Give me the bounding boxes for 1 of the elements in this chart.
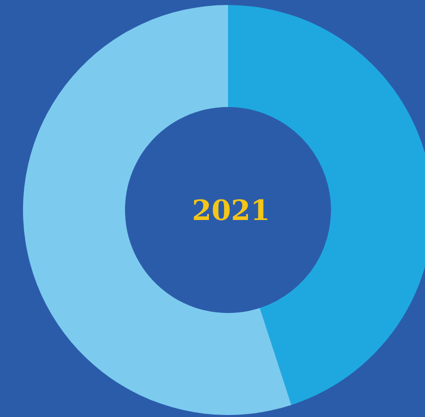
text: 2021 xyxy=(192,194,270,227)
